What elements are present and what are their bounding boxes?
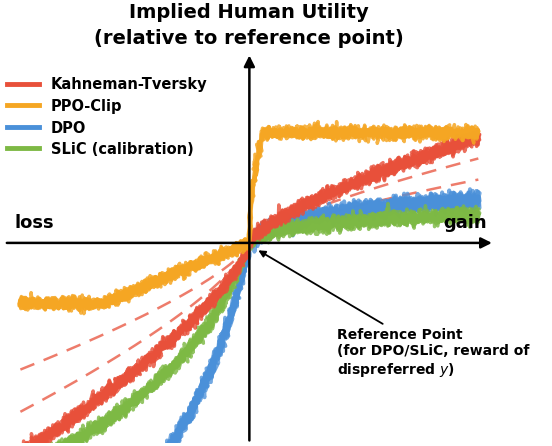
Text: Reference Point
(for DPO/SLiC, reward of
dispreferred $y$): Reference Point (for DPO/SLiC, reward of…	[260, 252, 529, 379]
Legend: Kahneman-Tversky, PPO-Clip, DPO, SLiC (calibration): Kahneman-Tversky, PPO-Clip, DPO, SLiC (c…	[2, 72, 214, 163]
Text: loss: loss	[15, 214, 55, 232]
Text: gain: gain	[443, 214, 486, 232]
Title: Implied Human Utility
(relative to reference point): Implied Human Utility (relative to refer…	[94, 3, 404, 48]
